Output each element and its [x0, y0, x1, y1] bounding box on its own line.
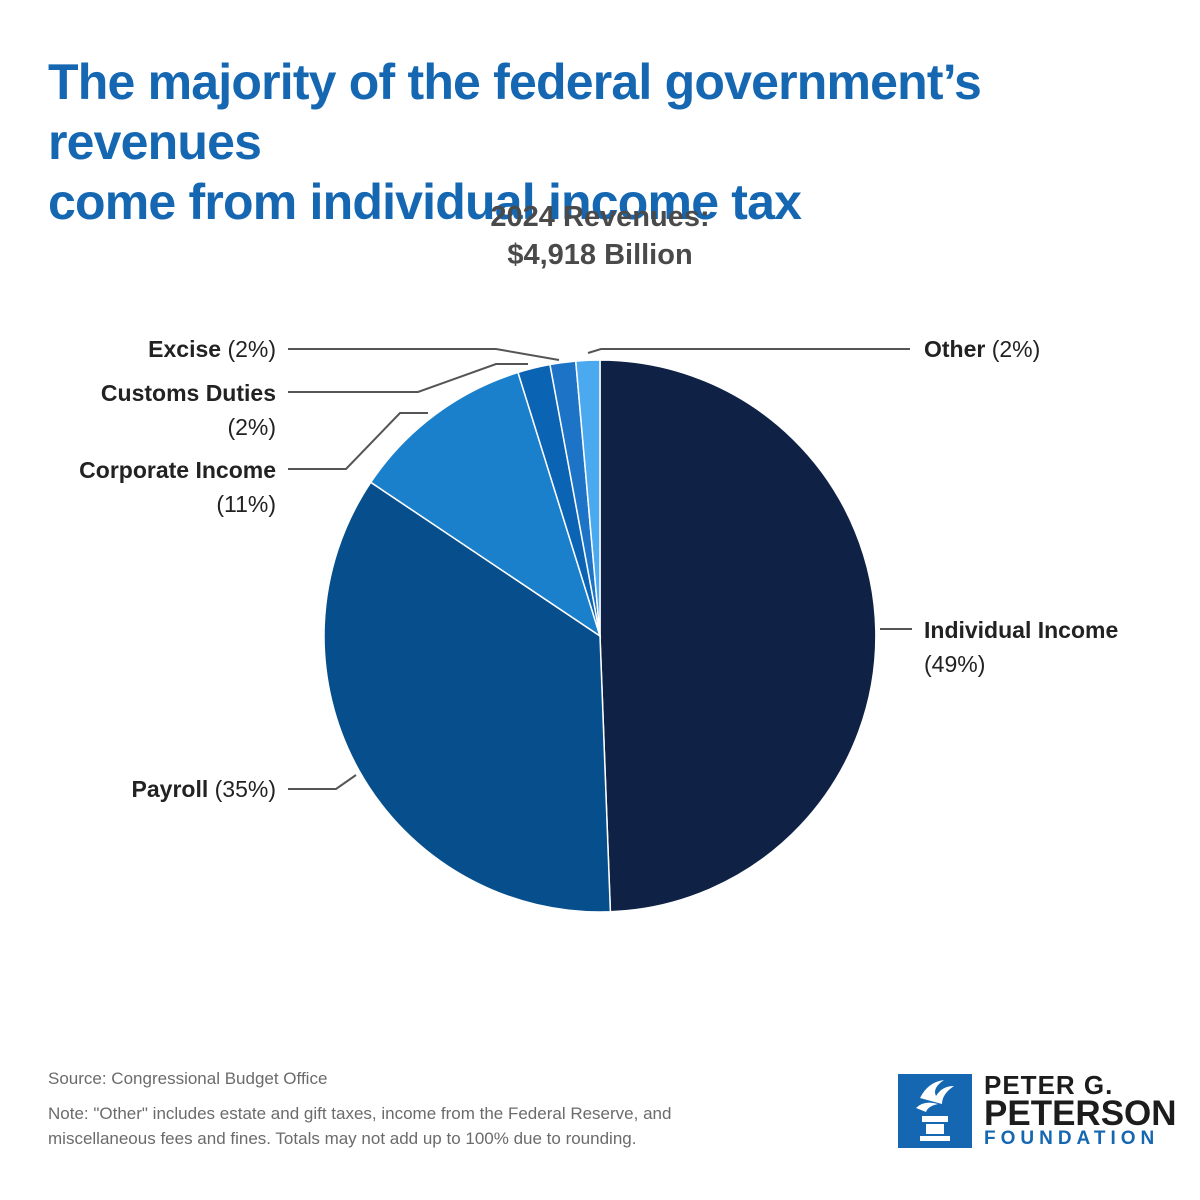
label-other-pct: (2%) [991, 336, 1041, 362]
leader-line-excise [288, 348, 560, 361]
pie-slice-payroll [323, 481, 612, 913]
label-individual-income: Individual Income (49%) [924, 613, 1118, 681]
label-payroll-name: Payroll [131, 776, 209, 802]
label-other-name: Other [924, 336, 986, 362]
footnote-line-1: Note: "Other" includes estate and gift t… [48, 1104, 672, 1123]
chart-subtitle: 2024 Revenues: $4,918 Billion [0, 198, 1200, 274]
pie-slices [323, 359, 877, 913]
logo-line-3: FOUNDATION [984, 1128, 1160, 1149]
pie-slice-other [574, 359, 601, 637]
label-customs-duties-pct: (2%) [227, 414, 276, 440]
torch-icon [898, 1074, 972, 1148]
source-note: Source: Congressional Budget Office [48, 1069, 328, 1088]
chart-title-line-2: come from individual income tax [48, 174, 802, 230]
label-individual-income-name: Individual Income [924, 617, 1119, 643]
leader-line-corporate-income [288, 412, 428, 470]
leader-line-other [587, 348, 910, 354]
chart-title: The majority of the federal government’s… [48, 52, 1158, 232]
leader-line-customs-duties [288, 363, 528, 393]
label-payroll: Payroll (35%) [132, 772, 276, 806]
label-excise-name: Excise [148, 336, 222, 362]
label-payroll-pct: (35%) [214, 776, 276, 802]
leader-lines [288, 348, 912, 790]
label-other: Other (2%) [924, 332, 1040, 366]
pie-slice-corporate-income [369, 371, 602, 638]
chart-subtitle-line-2: $4,918 Billion [507, 239, 693, 271]
label-customs-duties-name: Customs Duties [100, 380, 276, 406]
chart-title-line-1: The majority of the federal government’s… [48, 54, 982, 170]
label-corporate-income-name: Corporate Income [79, 457, 276, 483]
footnote-line-2: miscellaneous fees and fines. Totals may… [48, 1129, 637, 1148]
peterson-foundation-logo: PETER G. PETERSON FOUNDATION [898, 1070, 1177, 1150]
label-corporate-income-pct: (11%) [216, 491, 276, 517]
footnote: Note: "Other" includes estate and gift t… [48, 1101, 671, 1151]
logo-line-2: PETERSON [984, 1094, 1177, 1133]
label-corporate-income: Corporate Income (11%) [79, 453, 276, 521]
pie-slice-individual-income [599, 359, 877, 913]
label-individual-income-pct: (49%) [924, 651, 986, 677]
label-customs-duties: Customs Duties (2%) [101, 376, 276, 444]
logo-line-1: PETER G. [984, 1070, 1114, 1100]
label-excise: Excise (2%) [148, 332, 276, 366]
label-excise-pct: (2%) [227, 336, 276, 362]
leader-line-payroll [288, 774, 357, 790]
chart-subtitle-line-1: 2024 Revenues: [490, 201, 710, 233]
